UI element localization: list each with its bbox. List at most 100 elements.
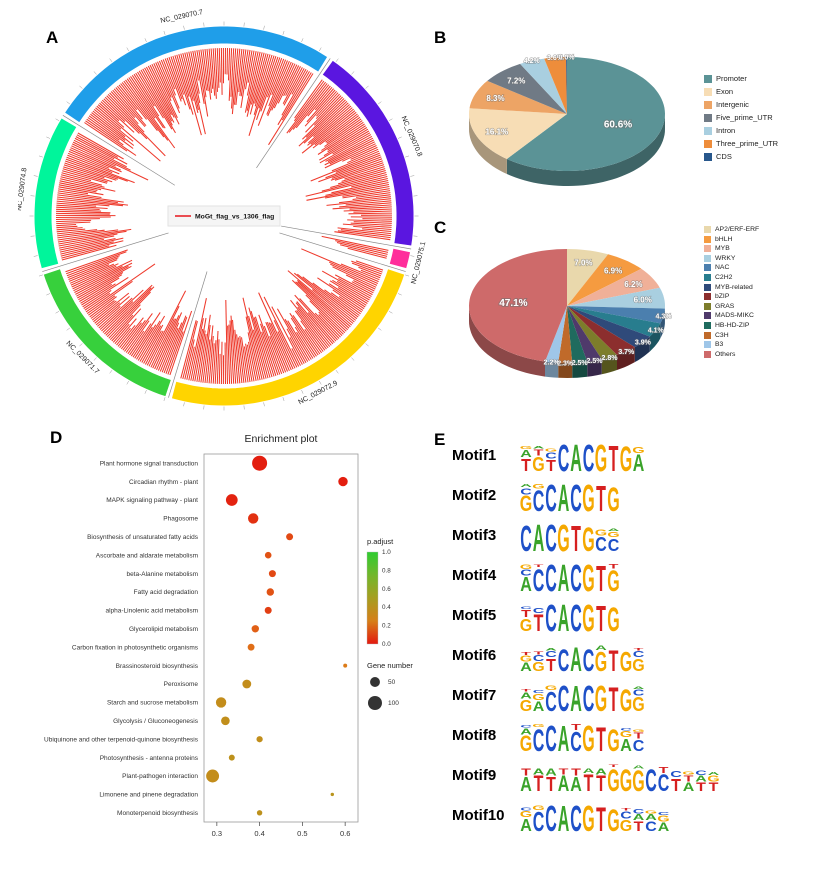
logo-letter: G bbox=[532, 483, 544, 490]
scale-tick bbox=[183, 25, 185, 30]
logo-letter: G bbox=[632, 729, 644, 733]
histogram-bar bbox=[101, 99, 126, 122]
histogram-bar bbox=[57, 230, 127, 243]
scale-tick bbox=[263, 25, 265, 30]
histogram-bar bbox=[138, 70, 176, 134]
histogram-bar bbox=[306, 89, 336, 123]
enrichment-dot bbox=[206, 769, 220, 783]
histogram-bar bbox=[198, 49, 207, 98]
enrichment-dot bbox=[286, 533, 294, 541]
logo-letter: C bbox=[570, 598, 582, 634]
chromosome-arc bbox=[322, 60, 414, 246]
logo-letter: T bbox=[534, 611, 544, 634]
histogram-bar bbox=[98, 297, 133, 329]
histogram-bar bbox=[140, 69, 173, 126]
legend-label: Others bbox=[715, 350, 736, 358]
logo-letter: G bbox=[620, 763, 632, 794]
histogram-bar bbox=[296, 301, 334, 345]
scale-tick bbox=[144, 389, 147, 394]
histogram-bar bbox=[335, 240, 389, 253]
legend-label: Three_prime_UTR bbox=[716, 139, 779, 148]
pie-slice-side bbox=[469, 114, 507, 174]
histogram-bar bbox=[139, 325, 162, 362]
histogram-bar bbox=[178, 54, 202, 136]
histogram-bar bbox=[137, 315, 166, 361]
histogram-bar bbox=[56, 206, 100, 211]
logo-letter: C bbox=[545, 799, 557, 834]
pie-percent-label: 7.2% bbox=[507, 77, 525, 86]
histogram-bar bbox=[227, 48, 231, 81]
scale-tick bbox=[144, 38, 147, 43]
histogram-bar bbox=[57, 229, 119, 239]
histogram-bar bbox=[291, 279, 347, 332]
color-legend-tick: 0.6 bbox=[382, 586, 391, 593]
histogram-bar bbox=[165, 317, 188, 374]
histogram-bar bbox=[314, 312, 340, 339]
histogram-bar bbox=[89, 296, 117, 318]
scale-tick bbox=[388, 311, 393, 314]
scale-tick bbox=[55, 311, 60, 314]
histogram-bar bbox=[68, 150, 110, 169]
histogram-bar bbox=[56, 227, 83, 231]
histogram-bar bbox=[56, 223, 77, 227]
scale-tick bbox=[109, 58, 113, 63]
logo-letter: A bbox=[570, 679, 582, 714]
histogram-bar bbox=[337, 230, 391, 239]
logo-letter: T bbox=[609, 563, 620, 570]
histogram-bar bbox=[313, 104, 350, 137]
histogram-bar bbox=[230, 48, 237, 109]
logo-letter: G bbox=[582, 478, 594, 514]
histogram-bar bbox=[344, 166, 385, 180]
scale-tick bbox=[66, 327, 71, 331]
motif-logo: ACG CT C A C G T GT bbox=[520, 558, 620, 594]
logo-letter: T bbox=[684, 773, 694, 783]
histogram-bar bbox=[105, 286, 155, 336]
logo-letter: A bbox=[595, 767, 607, 776]
size-legend-value: 50 bbox=[388, 679, 396, 686]
histogram-bar bbox=[214, 330, 219, 384]
histogram-bar bbox=[61, 244, 117, 261]
histogram-bar bbox=[303, 102, 349, 144]
histogram-bar bbox=[162, 59, 176, 90]
logo-letter: G bbox=[620, 683, 632, 714]
histogram-bar bbox=[240, 49, 249, 97]
logo-letter: G bbox=[532, 692, 544, 702]
logo-letter: C bbox=[520, 606, 532, 610]
logo-letter: T bbox=[521, 455, 531, 474]
histogram-bar bbox=[353, 280, 375, 292]
histogram-bar bbox=[136, 320, 161, 360]
histogram-bar bbox=[83, 289, 112, 309]
scale-tick bbox=[79, 343, 83, 347]
histogram-bar bbox=[309, 300, 344, 335]
histogram-bar bbox=[59, 237, 124, 253]
legend-item: B3 bbox=[704, 341, 759, 349]
enrichment-dot bbox=[266, 588, 274, 596]
histogram-bar bbox=[231, 48, 239, 115]
histogram-bar bbox=[60, 240, 124, 257]
histogram-bar bbox=[328, 261, 379, 284]
histogram-bar bbox=[260, 323, 279, 376]
histogram-bar bbox=[206, 48, 213, 93]
histogram-bar bbox=[190, 318, 204, 381]
legend-item: AP2/ERF-ERF bbox=[704, 226, 759, 233]
histogram-bar bbox=[208, 335, 214, 384]
histogram-bar bbox=[212, 340, 217, 384]
logo-letter: G bbox=[545, 447, 557, 453]
histogram-bar bbox=[337, 287, 367, 306]
histogram-bar bbox=[118, 84, 148, 120]
histogram-bar bbox=[111, 308, 142, 342]
logo-letter: G bbox=[607, 600, 619, 634]
logo-letter: G bbox=[595, 679, 607, 714]
histogram-bar bbox=[296, 309, 327, 350]
histogram-bar bbox=[72, 141, 131, 171]
histogram-bar bbox=[149, 64, 180, 125]
histogram-bar bbox=[198, 334, 207, 383]
scale-tick bbox=[183, 402, 185, 407]
legend-swatch bbox=[704, 273, 711, 281]
histogram-bar bbox=[112, 323, 130, 343]
histogram-bar bbox=[67, 152, 120, 175]
histogram-bar bbox=[56, 221, 91, 225]
histogram-bar bbox=[271, 59, 287, 95]
legend-item: Promoter bbox=[704, 74, 778, 83]
histogram-bar bbox=[350, 146, 378, 160]
